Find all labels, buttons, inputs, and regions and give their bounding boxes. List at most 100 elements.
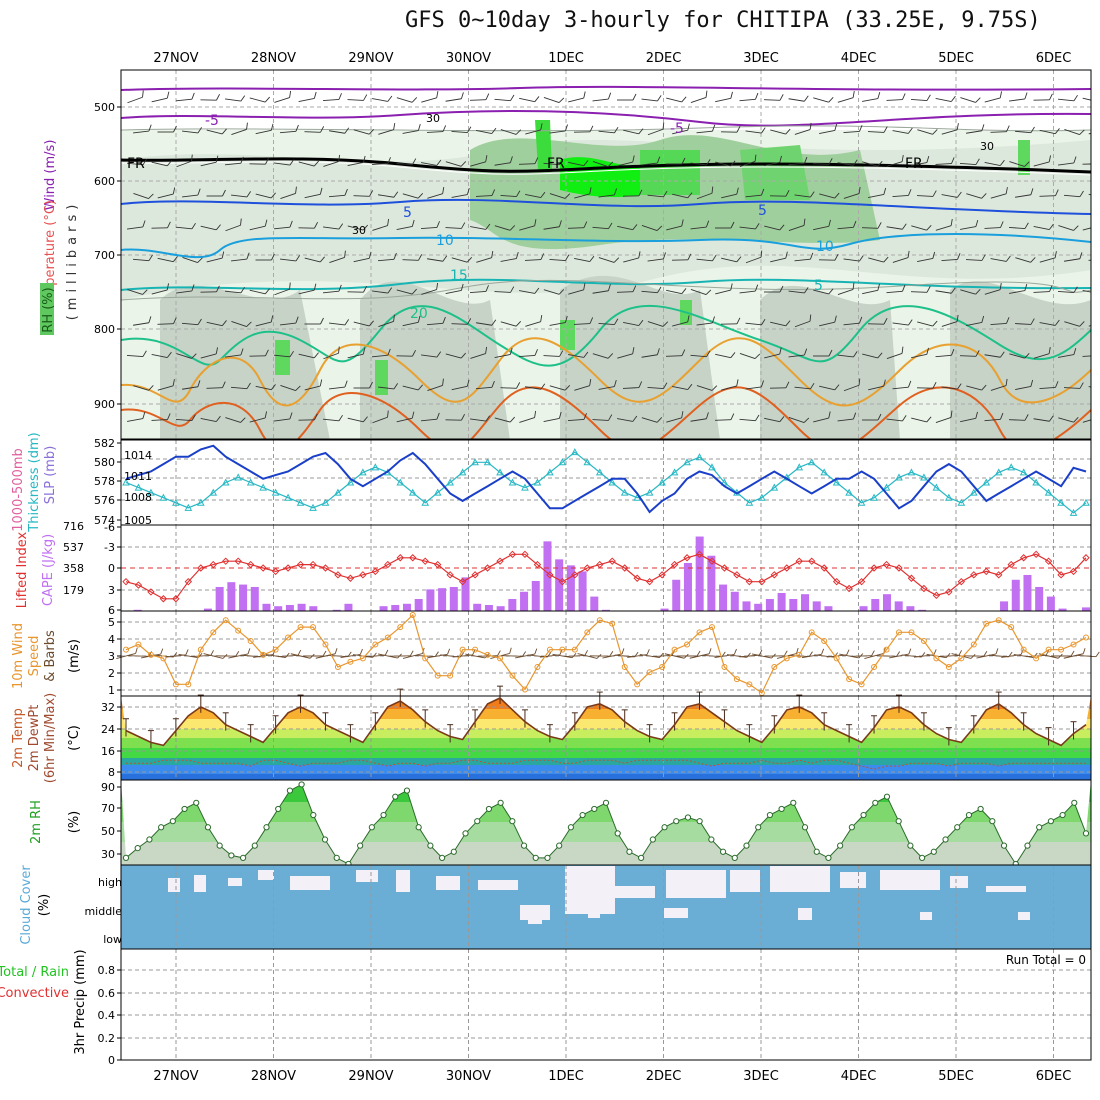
barb-shaft	[935, 290, 952, 294]
wind-barb	[769, 381, 790, 389]
wind-barb	[868, 379, 886, 391]
barb-shaft	[598, 130, 615, 134]
cloud-gap	[798, 908, 812, 920]
li-marker	[695, 550, 704, 559]
thickness-marker	[184, 503, 193, 511]
barb-flag	[834, 384, 840, 391]
wind-barb	[347, 94, 368, 101]
rh-marker	[766, 811, 774, 819]
axis-tick-label: 0.8	[98, 964, 116, 977]
barb-shaft	[377, 653, 398, 659]
barb-flag	[662, 321, 669, 327]
cape-bar	[730, 591, 739, 611]
barb-flag	[246, 321, 252, 327]
surface-barb	[589, 650, 614, 657]
wind-barb	[525, 191, 546, 198]
barb-flag	[761, 127, 766, 134]
wind-barb	[647, 382, 668, 390]
barb-shaft	[298, 289, 315, 295]
wind-barb	[543, 158, 564, 166]
barb-shaft	[813, 417, 829, 423]
barb-shaft	[225, 354, 241, 358]
barb-shaft	[573, 323, 591, 325]
wind-barb	[280, 384, 301, 392]
wind-barb	[372, 287, 393, 294]
li-marker	[882, 560, 891, 569]
barb-shaft	[984, 162, 1001, 166]
barb-shaft	[751, 653, 772, 659]
barb-shaft	[984, 418, 1001, 422]
barb-shaft	[347, 417, 364, 423]
barb-shaft	[265, 653, 286, 659]
wind-barb	[225, 417, 246, 423]
barb-shaft	[690, 354, 707, 358]
date-label: 3DEC	[743, 1069, 779, 1084]
thickness-marker	[446, 478, 454, 486]
barb-flag	[491, 127, 497, 134]
wind-barb	[1058, 416, 1079, 423]
barb-shaft	[426, 131, 444, 133]
barb-shaft	[789, 655, 810, 657]
barb-flag	[540, 314, 543, 322]
barb-shaft	[445, 161, 462, 167]
wind-barb	[598, 380, 617, 390]
thickness-marker	[221, 478, 230, 486]
axis-tick-label: 900	[94, 398, 115, 411]
barb-shaft	[886, 352, 903, 360]
barb-shaft	[372, 290, 388, 294]
barb-shaft	[868, 385, 884, 391]
barb-flag	[1055, 319, 1060, 326]
barb-flag	[708, 648, 712, 654]
barb-flag	[372, 652, 377, 658]
barb-flag	[191, 92, 195, 100]
barb-flag	[1079, 129, 1085, 135]
barb-shaft	[372, 416, 388, 424]
barb-flag	[908, 319, 913, 326]
barb-flag	[681, 157, 686, 165]
rh-marker	[415, 824, 422, 831]
barb-flag	[558, 411, 562, 419]
barb-flag	[779, 416, 785, 422]
li-marker	[496, 557, 504, 565]
barb-shaft	[960, 417, 976, 423]
barb-flag	[877, 222, 882, 229]
barb-shaft	[525, 194, 541, 198]
barb-flag	[436, 91, 439, 98]
barb-flag	[384, 649, 389, 656]
thickness-marker	[845, 488, 853, 496]
barb-shaft	[470, 418, 486, 422]
barb-shaft	[666, 289, 682, 295]
barb-shaft	[745, 256, 762, 264]
barb-flag	[436, 282, 439, 290]
barb-flag	[846, 649, 850, 656]
wind-barb	[770, 128, 791, 135]
barb-flag	[877, 352, 883, 359]
wind-barb	[861, 222, 882, 229]
wind-barb	[273, 350, 294, 358]
thickness-marker	[758, 493, 766, 501]
wind-barb	[794, 122, 812, 135]
barb-flag	[589, 317, 594, 324]
wind-barb	[647, 122, 665, 136]
barb-shaft	[726, 654, 747, 658]
barb-flag	[999, 91, 1003, 99]
barb-shaft	[445, 290, 462, 294]
barb-shaft	[231, 194, 247, 198]
barb-flag	[877, 413, 882, 421]
wind-barb	[574, 187, 592, 199]
dewpoint-line	[126, 759, 1086, 770]
li-marker	[246, 560, 255, 569]
wind-barb	[813, 219, 831, 231]
barb-flag	[609, 650, 614, 657]
surface-barb	[502, 651, 527, 657]
barb-shaft	[225, 417, 241, 423]
barb-shaft	[794, 194, 811, 198]
precip-label-1: Total / Rain	[0, 965, 69, 980]
barb-shaft	[249, 289, 266, 295]
cape-bar	[203, 608, 212, 611]
barb-flag	[608, 92, 612, 100]
barb-shaft	[322, 98, 340, 102]
li-marker	[708, 557, 716, 565]
